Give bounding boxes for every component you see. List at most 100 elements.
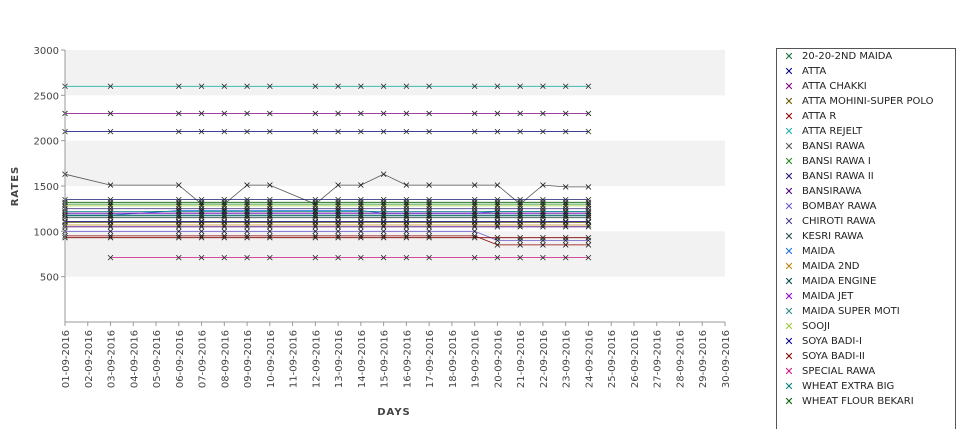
data-point (107, 110, 114, 117)
data-point (221, 128, 228, 135)
data-point (517, 237, 523, 244)
legend-label: BOMBAY RAWA (802, 201, 877, 212)
legend-item: ✕ CHIROTI RAWA (777, 214, 955, 229)
legend-marker-icon: ✕ (784, 155, 794, 168)
y-tick-label: 2500 (34, 91, 59, 102)
data-point (358, 234, 364, 241)
data-point (198, 254, 205, 261)
data-point (312, 196, 319, 203)
data-point (198, 218, 205, 225)
legend-marker-icon: ✕ (784, 335, 794, 348)
data-point (585, 219, 592, 226)
legend-label: SOYA BADI-II (802, 351, 865, 362)
data-point (585, 199, 592, 206)
data-point (403, 205, 410, 212)
data-point (380, 196, 387, 203)
data-point (335, 199, 341, 206)
data-point (358, 213, 364, 219)
data-point (312, 228, 319, 235)
data-point (540, 199, 546, 206)
data-point (562, 242, 569, 248)
data-point (107, 213, 114, 219)
legend-marker-icon: ✕ (784, 110, 794, 123)
legend-marker-icon: ✕ (784, 215, 794, 228)
legend-marker-icon: ✕ (784, 245, 794, 258)
data-point (403, 218, 410, 225)
data-point (244, 208, 250, 215)
data-point (312, 83, 319, 90)
data-point (426, 205, 432, 212)
legend-label: MAIDA ENGINE (802, 276, 877, 287)
data-point (562, 219, 569, 226)
data-point (312, 254, 319, 261)
legend-item: ✕ 20-20-2ND MAIDA (777, 49, 955, 64)
legend-marker-icon: ✕ (784, 350, 794, 363)
data-point (267, 110, 273, 117)
data-point (221, 234, 228, 241)
data-point (107, 228, 114, 235)
data-point (244, 83, 250, 90)
data-point (426, 218, 432, 225)
data-point (540, 83, 546, 90)
legend-marker-icon: ✕ (784, 365, 794, 378)
data-point (267, 83, 273, 90)
data-point (562, 196, 569, 203)
data-point (358, 110, 364, 117)
x-tick-label: 25-09-2016 (607, 330, 618, 388)
data-point (221, 199, 228, 206)
data-point (585, 234, 592, 241)
data-point (540, 213, 546, 219)
data-point (221, 110, 228, 117)
data-point (540, 237, 546, 244)
y-tick-label: 1500 (34, 182, 59, 193)
data-point (335, 208, 341, 215)
data-point (107, 219, 114, 226)
data-point (198, 83, 205, 90)
data-point (107, 205, 114, 212)
data-point (335, 207, 341, 214)
grid-band (65, 50, 725, 96)
data-point (221, 83, 228, 90)
data-point (585, 83, 592, 90)
data-point (176, 83, 182, 90)
data-point (358, 219, 364, 226)
data-point (540, 254, 546, 261)
data-point (471, 218, 478, 225)
data-point (176, 234, 182, 241)
data-point (517, 218, 523, 225)
series (62, 196, 592, 203)
data-point (267, 234, 273, 241)
legend-item: ✕ ATTA R (777, 109, 955, 124)
data-point (198, 213, 205, 219)
legend-label: ATTA REJELT (802, 126, 863, 137)
data-point (494, 218, 501, 225)
data-point (380, 205, 387, 212)
data-point (517, 205, 523, 212)
x-tick-label: 21-09-2016 (516, 330, 527, 388)
legend-marker-icon: ✕ (784, 95, 794, 108)
data-point (562, 128, 569, 135)
data-point (358, 196, 364, 203)
legend-label: ATTA (802, 66, 827, 77)
data-point (517, 254, 523, 261)
data-point (471, 110, 478, 117)
data-point (267, 254, 273, 261)
legend-label: ATTA CHAKKI (802, 81, 867, 92)
data-point (198, 228, 205, 235)
data-point (244, 219, 250, 226)
legend-marker-icon: ✕ (784, 230, 794, 243)
data-point (176, 228, 182, 235)
data-point (403, 219, 410, 226)
data-point (107, 128, 114, 135)
data-point (426, 128, 432, 135)
data-point (540, 219, 546, 226)
data-point (176, 254, 182, 261)
x-tick-label: 03-09-2016 (107, 330, 118, 388)
x-tick-label: 27-09-2016 (653, 330, 664, 388)
data-point (244, 182, 250, 188)
data-point (517, 219, 523, 226)
data-point (585, 237, 592, 244)
data-point (221, 219, 228, 226)
data-point (221, 207, 228, 214)
data-point (517, 213, 523, 219)
